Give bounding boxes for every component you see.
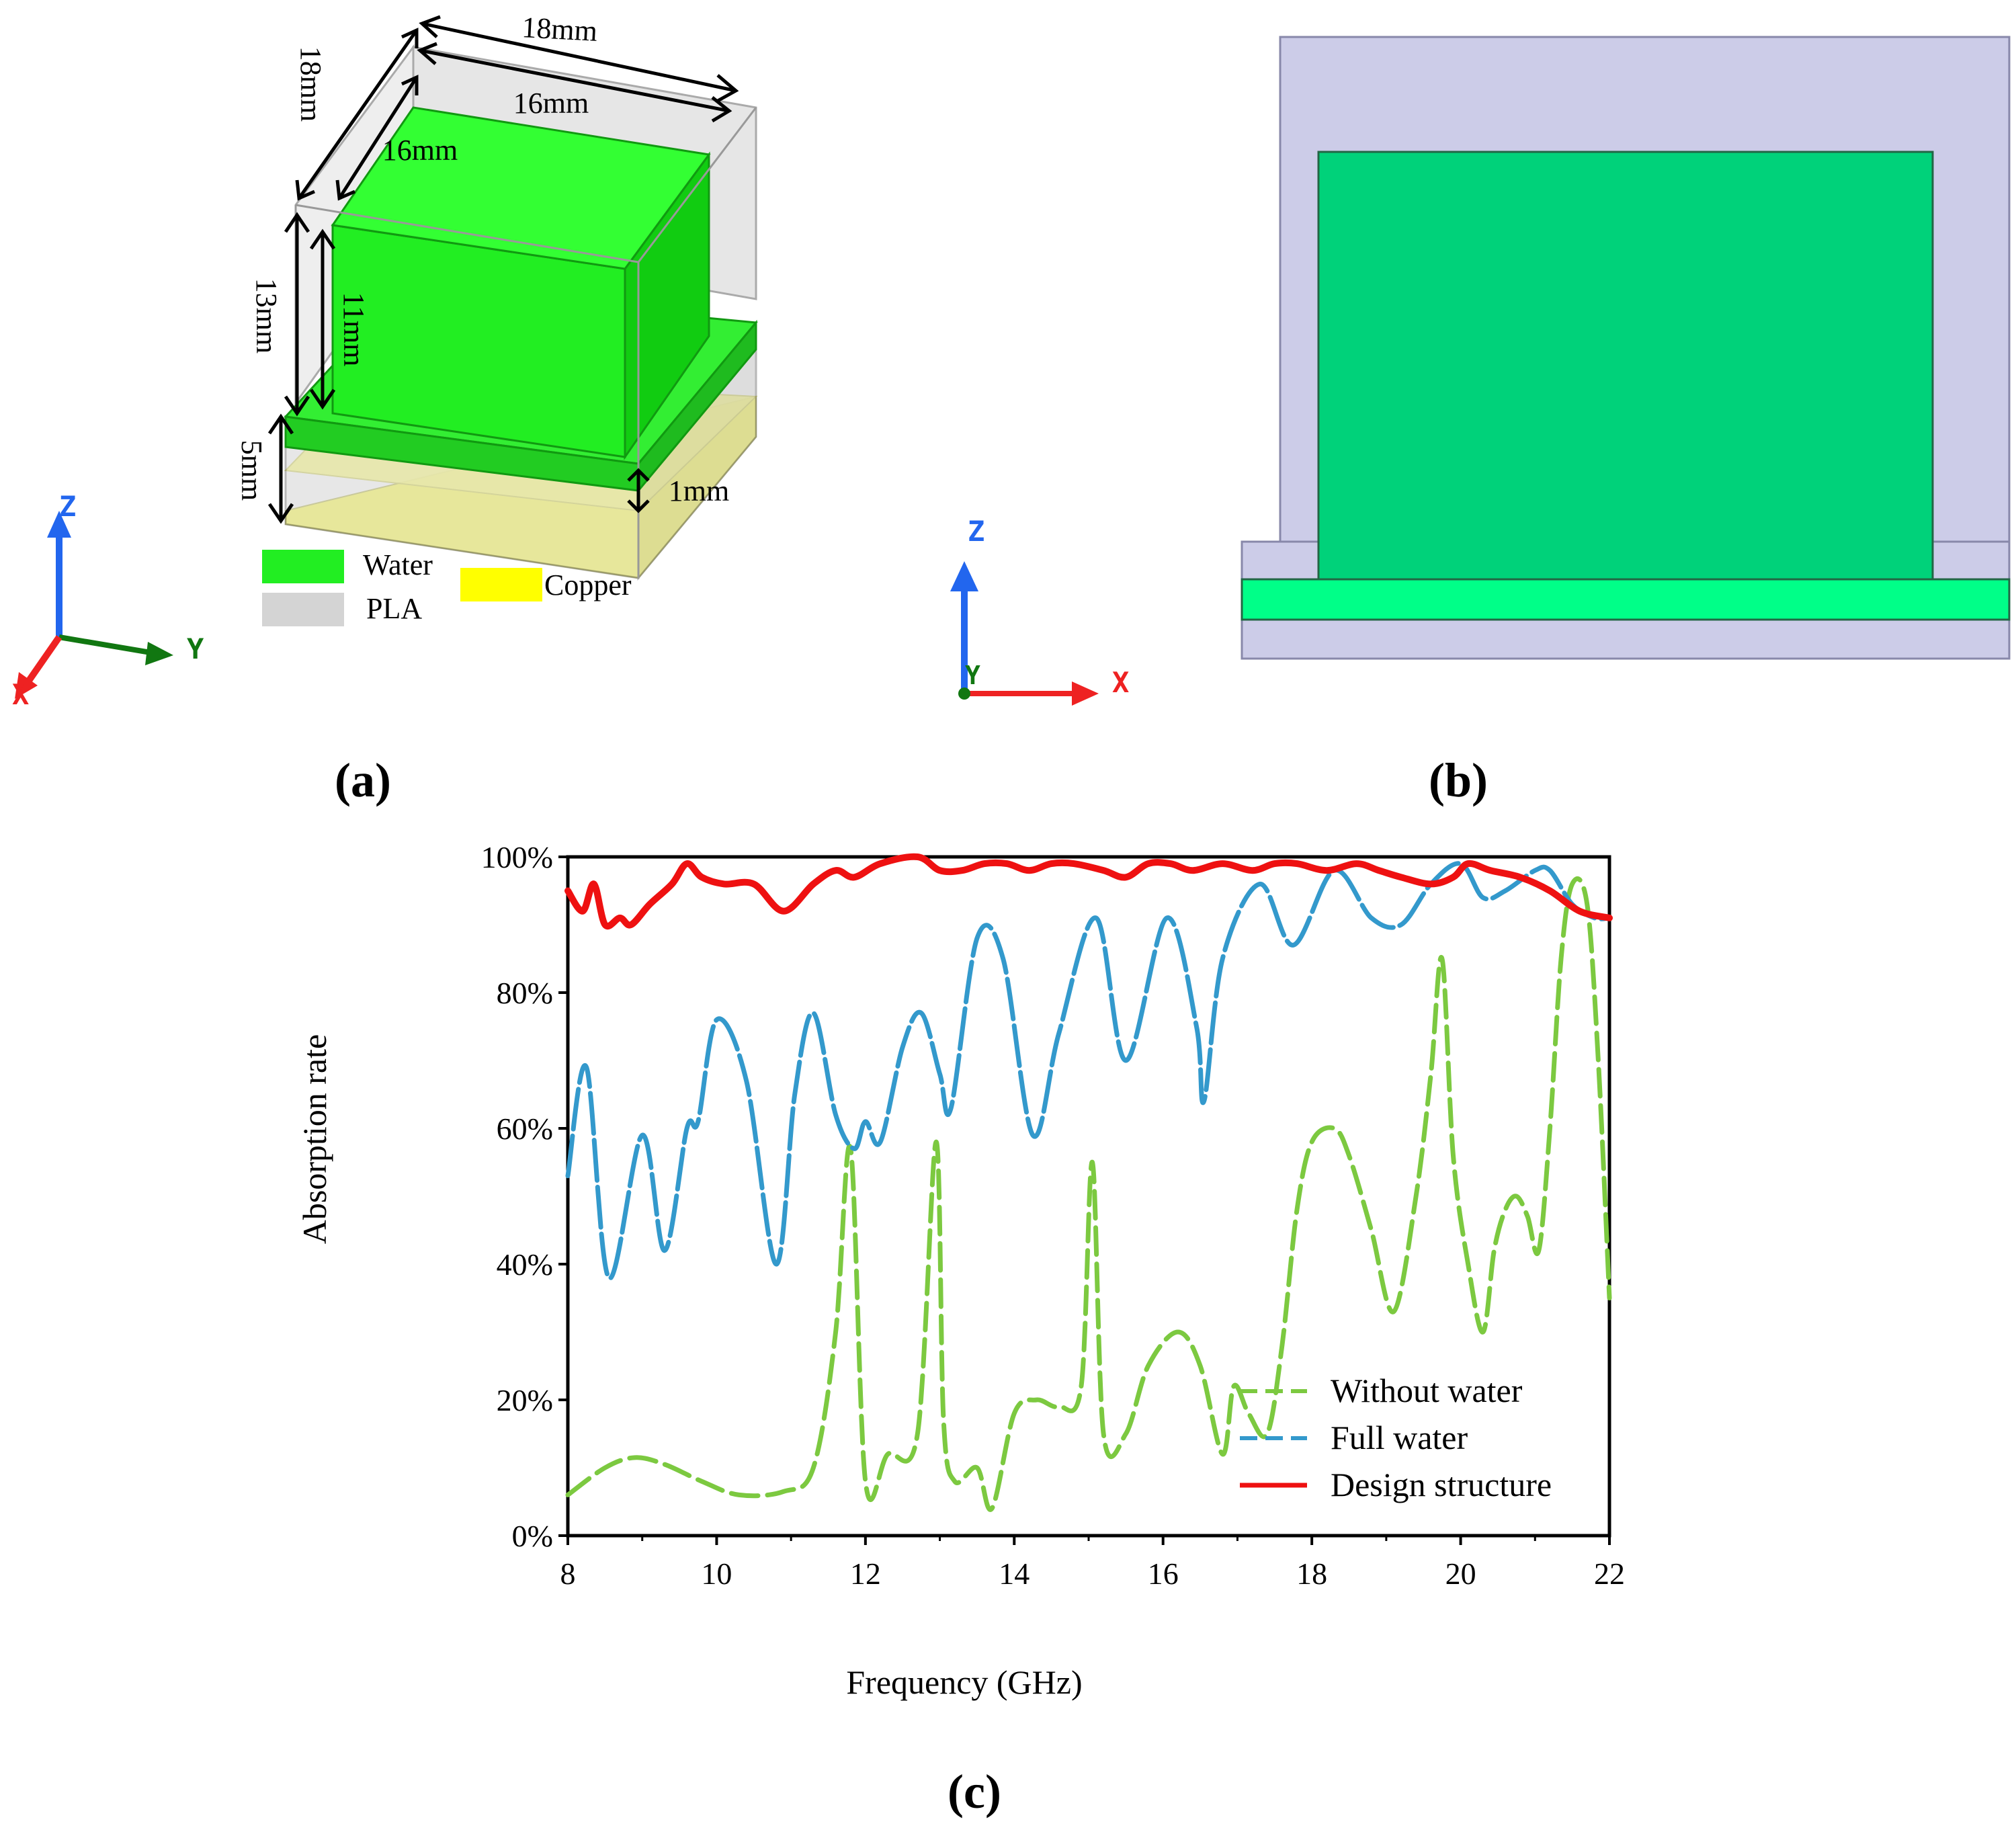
- chart-x-axis-title: Frequency (GHz): [846, 1663, 1082, 1701]
- y-tick-label: 0%: [512, 1519, 553, 1553]
- series-line-full-water: [565, 861, 1612, 1281]
- panel-b-label: (b): [1429, 753, 1488, 807]
- dim-base-height: 5mm: [235, 440, 268, 501]
- y-tick-label: 80%: [497, 976, 553, 1010]
- chart-axes: 0% 20% 40% 60% 80% 100% 8 10 12 14 16 18 20 22: [481, 840, 1625, 1591]
- legend-label: Design structure: [1331, 1466, 1552, 1503]
- legend-pla-label: PLA: [366, 592, 422, 625]
- dim-outer-width: 18mm: [521, 11, 598, 48]
- dim-outer-height: 13mm: [250, 278, 283, 353]
- axis-x-label-b: X: [1112, 666, 1129, 699]
- series-line-without-water: [565, 876, 1612, 1512]
- axis-z-label-b: Z: [968, 515, 984, 548]
- dim-inner-depth: 16mm: [382, 134, 458, 167]
- legend-label: Full water: [1331, 1419, 1468, 1456]
- chart-legend: Without water Full water Design structure: [1240, 1372, 1552, 1503]
- legend-water-swatch: [262, 550, 344, 583]
- panel-a-model: 18mm 16mm 18mm 16mm 13mm 11mm 5mm 1mm Wa…: [12, 11, 758, 711]
- axis-z-label-a: Z: [59, 490, 76, 523]
- dim-inner-width: 16mm: [513, 87, 589, 120]
- water-layer: [1241, 578, 2011, 621]
- chart-y-axis-title: Absorption rate: [296, 1034, 333, 1244]
- legend-copper-swatch: [460, 568, 542, 601]
- axis-x-label-a: X: [12, 678, 29, 711]
- panel-b-model: Z Y X: [950, 36, 2011, 706]
- legend-label: Without water: [1331, 1372, 1523, 1409]
- dim-outer-depth: 18mm: [294, 46, 327, 122]
- x-tick-label: 10: [701, 1556, 732, 1591]
- y-tick-label: 100%: [481, 840, 553, 874]
- y-tick-label: 20%: [497, 1383, 553, 1417]
- dim-inner-height: 11mm: [337, 292, 370, 367]
- series-line-design-structure: [564, 853, 1613, 929]
- x-tick-label: 16: [1148, 1556, 1179, 1591]
- legend-copper-label: Copper: [544, 569, 632, 601]
- x-tick-label: 12: [850, 1556, 881, 1591]
- x-tick-label: 22: [1594, 1556, 1625, 1591]
- water-box: [1317, 151, 1934, 581]
- dimension-arrows: [267, 15, 739, 524]
- legend-pla-swatch: [262, 593, 344, 626]
- axis-y-label-a: Y: [187, 632, 204, 665]
- x-tick-label: 8: [560, 1556, 576, 1591]
- x-tick-label: 18: [1296, 1556, 1327, 1591]
- x-tick-label: 20: [1445, 1556, 1476, 1591]
- absorption-chart: 0% 20% 40% 60% 80% 100% 8 10 12 14 16 18 20 22 Withou…: [296, 840, 1625, 1701]
- legend-water-label: Water: [363, 548, 433, 581]
- water-cube-top: [331, 106, 711, 270]
- y-tick-label: 60%: [497, 1112, 553, 1146]
- y-tick-label: 40%: [497, 1247, 553, 1282]
- panel-c-label: (c): [948, 1765, 1001, 1819]
- dim-copper-gap: 1mm: [669, 474, 729, 507]
- chart-series: [564, 853, 1613, 1512]
- axes-triad-a: [15, 511, 173, 699]
- axes-triad-b: [950, 561, 1099, 706]
- x-tick-label: 14: [999, 1556, 1030, 1591]
- panel-a-label: (a): [335, 753, 391, 807]
- axis-y-label-b: Y: [965, 661, 980, 690]
